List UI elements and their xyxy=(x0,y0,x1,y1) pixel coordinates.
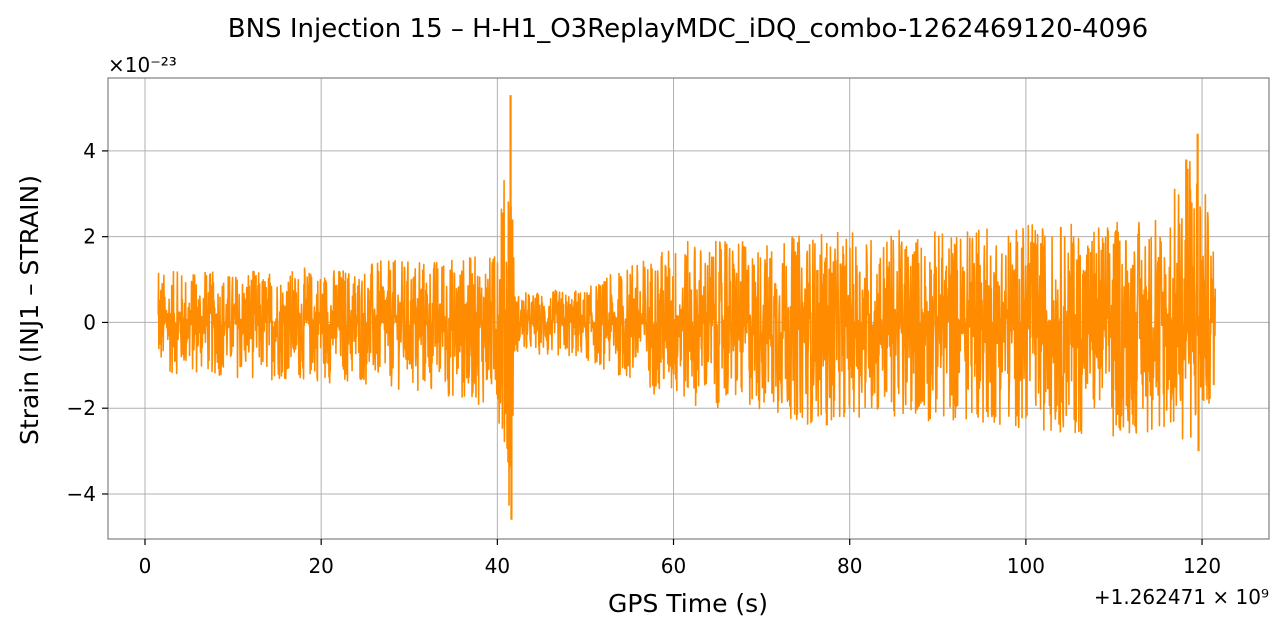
strain-trace xyxy=(157,160,1217,506)
x-axis-label: GPS Time (s) xyxy=(608,589,768,618)
plot-frame xyxy=(107,77,1270,540)
chart-title: BNS Injection 15 – H-H1_O3ReplayMDC_iDQ_… xyxy=(228,14,1148,44)
x-tick-label: 100 xyxy=(1007,554,1045,578)
x-tick-label: 20 xyxy=(308,554,333,578)
x-tick-label: 60 xyxy=(661,554,686,578)
x-offset-label: +1.262471 × 10⁹ xyxy=(1094,585,1269,609)
y-tick-label: −4 xyxy=(67,482,96,506)
y-axis-ticks: −4 −2 0 2 4 xyxy=(67,139,108,506)
x-axis-ticks: 0 20 40 60 80 100 120 xyxy=(139,539,1221,578)
x-tick-label: 40 xyxy=(485,554,510,578)
x-tick-label: 80 xyxy=(837,554,862,578)
x-tick-label: 0 xyxy=(139,554,152,578)
y-tick-label: 0 xyxy=(83,310,96,334)
x-tick-label: 120 xyxy=(1183,554,1221,578)
y-axis-label: Strain (INJ1 – STRAIN) xyxy=(15,175,44,445)
strain-series xyxy=(157,95,1217,520)
y-tick-label: 2 xyxy=(83,225,96,249)
y-scale-multiplier: ×10⁻²³ xyxy=(108,53,177,77)
y-tick-label: 4 xyxy=(83,139,96,163)
y-tick-label: −2 xyxy=(67,396,96,420)
